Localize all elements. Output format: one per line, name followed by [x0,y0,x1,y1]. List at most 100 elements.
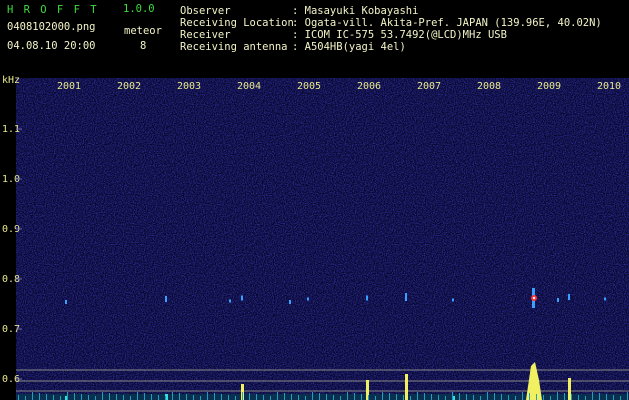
echo [65,300,67,304]
freq-label: 0.8 [2,274,20,285]
meteor-label: meteor [124,25,162,37]
level-noise [88,395,89,400]
app-version: 1.0.0 [123,3,155,15]
time-label: 2004 [237,81,261,92]
level-noise [172,392,173,400]
level-noise [228,395,229,400]
level-noise [179,393,180,400]
level-noise [480,396,481,400]
level-noise [382,392,383,400]
time-label: 2001 [57,81,81,92]
level-noise [291,394,292,400]
freq-label: 1.0 [2,174,20,185]
level-noise [515,396,516,400]
time-label: 2007 [417,81,441,92]
filename: 0408102000.png [7,21,96,33]
level-noise [585,396,586,400]
level-noise [46,394,47,400]
level-noise [613,395,614,400]
app-title: H R O F F T [7,4,99,16]
level-spike [526,362,542,400]
level-spike [65,396,68,400]
level-noise [543,395,544,400]
level-noise [522,392,523,400]
level-noise [123,395,124,400]
level-noise [249,393,250,400]
level-noise [221,394,222,400]
level-noise [130,396,131,400]
datetime: 04.08.10 20:00 [7,40,96,52]
level-noise [564,393,565,400]
info-label: Receiving antenna [180,41,287,53]
level-noise [186,394,187,400]
level-noise [319,393,320,400]
level-noise [263,395,264,400]
level-noise [326,394,327,400]
info-label: Receiving Location [180,17,294,29]
level-noise [354,393,355,400]
level-noise [445,396,446,400]
freq-unit: kHz [2,75,20,86]
time-label: 2005 [297,81,321,92]
level-noise [193,395,194,400]
level-noise [627,392,628,400]
level-noise [592,392,593,400]
level-noise [18,395,19,400]
echo [289,300,291,304]
level-noise [494,393,495,400]
level-noise [109,393,110,400]
freq-label: 0.9 [2,224,20,235]
spectrogram-noise [16,78,629,400]
level-noise [508,395,509,400]
echo-core [532,296,536,300]
level-noise [536,394,537,400]
meteor-count: 8 [140,40,146,52]
level-noise [242,392,243,400]
level-noise [284,393,285,400]
level-noise [529,393,530,400]
level-noise [102,392,103,400]
level-noise [606,394,607,400]
level-spike [405,374,408,400]
level-noise [235,396,236,400]
level-noise [60,396,61,400]
info-value: : A504HB(yagi 4el) [292,41,406,53]
level-noise [347,392,348,400]
time-label: 2006 [357,81,381,92]
level-noise [501,394,502,400]
level-noise [424,393,425,400]
level-spike [568,378,571,400]
level-noise [396,394,397,400]
echo [405,293,407,301]
echo [557,298,559,302]
echo [241,295,243,301]
level-noise [410,396,411,400]
echo [229,299,231,303]
freq-label: 0.7 [2,324,20,335]
level-noise [361,394,362,400]
level-noise [277,392,278,400]
level-noise [578,395,579,400]
level-noise [116,394,117,400]
echo [568,294,570,300]
time-label: 2009 [537,81,561,92]
level-noise [375,396,376,400]
level-noise [67,392,68,400]
level-noise [270,396,271,400]
level-noise [312,392,313,400]
level-noise [389,393,390,400]
level-noise [256,394,257,400]
info-label: Observer [180,5,231,17]
level-noise [137,392,138,400]
echo [452,298,454,302]
info-value: : Masayuki Kobayashi [292,5,418,17]
level-noise [466,394,467,400]
level-noise [305,396,306,400]
level-noise [459,393,460,400]
level-noise [550,396,551,400]
level-noise [438,395,439,400]
time-label: 2010 [597,81,621,92]
level-spike [452,396,455,400]
